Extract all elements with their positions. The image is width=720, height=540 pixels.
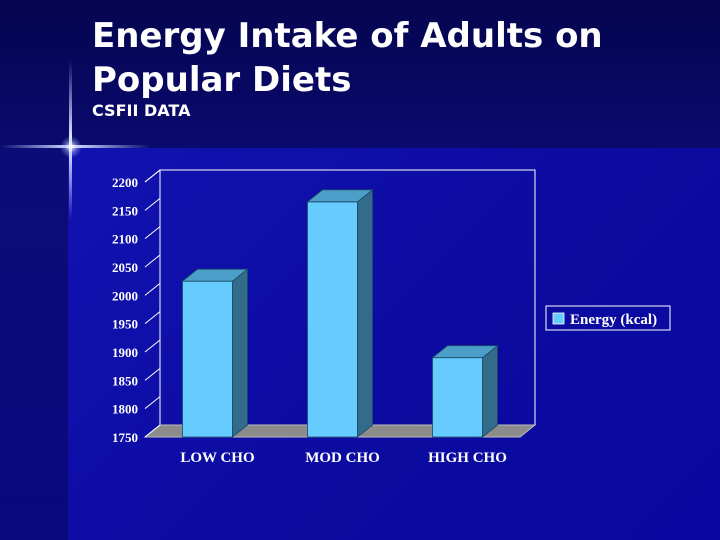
bar-side-1 <box>357 189 373 438</box>
slide-left-band <box>0 148 68 540</box>
slide-header-background <box>0 0 720 148</box>
y-tick-mark <box>144 226 161 240</box>
y-tick-label: 1850 <box>112 373 138 388</box>
y-tick-mark <box>144 169 161 183</box>
y-tick-mark <box>144 254 161 268</box>
y-tick-label: 1750 <box>112 430 138 445</box>
y-tick-label: 1800 <box>112 402 138 417</box>
slide-title-line-2: Popular Diets <box>92 60 352 100</box>
y-tick-label: 1950 <box>112 317 138 332</box>
y-axis-ticks: 1750 1800 1850 1900 1950 2000 2050 2100 2150 2200 <box>112 169 161 445</box>
bar-side-0 <box>232 268 248 438</box>
slide-title: Energy Intake of Adults on Popular Diets <box>92 14 692 102</box>
y-tick-mark <box>144 339 161 353</box>
y-tick-mark <box>144 396 161 410</box>
y-tick-label: 2050 <box>112 260 138 275</box>
y-tick-mark <box>144 424 161 438</box>
bar-top-2 <box>431 345 499 359</box>
y-tick-label: 2100 <box>112 232 138 247</box>
slide-body-background <box>68 148 720 540</box>
slide-title-line-1: Energy Intake of Adults on <box>92 16 603 56</box>
chart-legend: Energy (kcal) <box>545 305 671 331</box>
y-tick-label: 1900 <box>112 345 138 360</box>
y-tick-mark <box>144 282 161 296</box>
bar-side-2 <box>482 344 498 438</box>
y-tick-label: 2200 <box>112 175 138 190</box>
x-category-label: LOW CHO <box>180 450 254 466</box>
x-axis-labels: LOW CHO MOD CHO HIGH CHO <box>180 450 507 466</box>
bar-front-0 <box>182 280 233 438</box>
x-category-label: MOD CHO <box>305 450 380 466</box>
y-tick-mark <box>144 311 161 325</box>
bar-top-0 <box>181 268 249 282</box>
x-category-label: HIGH CHO <box>428 450 507 466</box>
y-tick-label: 2000 <box>112 288 138 303</box>
legend-label: Energy (kcal) <box>570 312 657 328</box>
slide-subtitle: CSFII DATA <box>92 101 191 120</box>
legend-box <box>545 305 671 331</box>
y-tick-mark <box>144 197 161 211</box>
chart-bars <box>181 189 499 438</box>
y-tick-label: 2150 <box>112 203 138 218</box>
y-tick-mark <box>144 367 161 381</box>
sparkle-icon <box>60 136 82 158</box>
bar-top-1 <box>306 189 374 203</box>
bar-front-2 <box>432 357 483 438</box>
legend-swatch <box>552 312 565 325</box>
bar-front-1 <box>307 201 358 438</box>
